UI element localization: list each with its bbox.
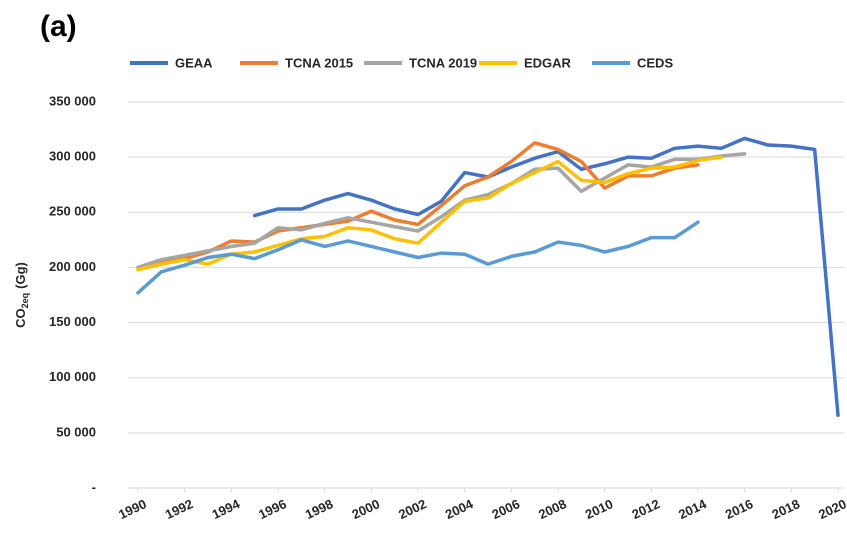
x-tick-label: 2012 <box>630 496 663 522</box>
legend-label: TCNA 2019 <box>409 55 477 70</box>
y-label-main: CO <box>13 308 28 328</box>
y-tick-label: 350 000 <box>49 93 96 108</box>
x-tick-label: 2004 <box>443 496 476 522</box>
legend-label: CEDS <box>637 55 673 70</box>
x-tick-label: 1990 <box>116 496 149 522</box>
legend-label: EDGAR <box>524 55 572 70</box>
y-tick-label: - <box>92 479 96 494</box>
y-tick-label: 100 000 <box>49 369 96 384</box>
x-tick-label: 1998 <box>303 496 336 522</box>
x-tick-label: 2018 <box>770 496 803 522</box>
y-tick-label: 250 000 <box>49 204 96 219</box>
x-tick-label: 1996 <box>256 496 289 522</box>
series-line <box>252 136 840 417</box>
x-tick-label: 2006 <box>490 496 523 522</box>
series-line <box>136 141 700 272</box>
series-line <box>136 220 700 295</box>
y-tick-label: 150 000 <box>49 314 96 329</box>
x-tick-label: 2002 <box>396 496 429 522</box>
y-tick-label: 50 000 <box>56 424 96 439</box>
legend-label: GEAA <box>175 55 213 70</box>
chart-title: (a) <box>40 10 77 43</box>
y-label-sub: 2eq <box>20 293 30 309</box>
y-label-unit: (Gg) <box>13 262 28 289</box>
y-axis-label: CO2eq (Gg) <box>13 262 30 328</box>
x-tick-label: 2010 <box>583 496 616 522</box>
legend-label: TCNA 2015 <box>285 55 353 70</box>
x-tick-label: 1994 <box>210 496 243 522</box>
x-tick-label: 1992 <box>163 496 196 522</box>
x-tick-label: 2020 <box>816 496 847 522</box>
x-tick-label: 2008 <box>536 496 569 522</box>
x-tick-label: 2000 <box>350 496 383 522</box>
series-line <box>136 152 747 270</box>
x-tick-label: 2014 <box>676 496 709 522</box>
y-tick-label: 200 000 <box>49 259 96 274</box>
y-tick-label: 300 000 <box>49 149 96 164</box>
x-tick-label: 2016 <box>723 496 756 522</box>
